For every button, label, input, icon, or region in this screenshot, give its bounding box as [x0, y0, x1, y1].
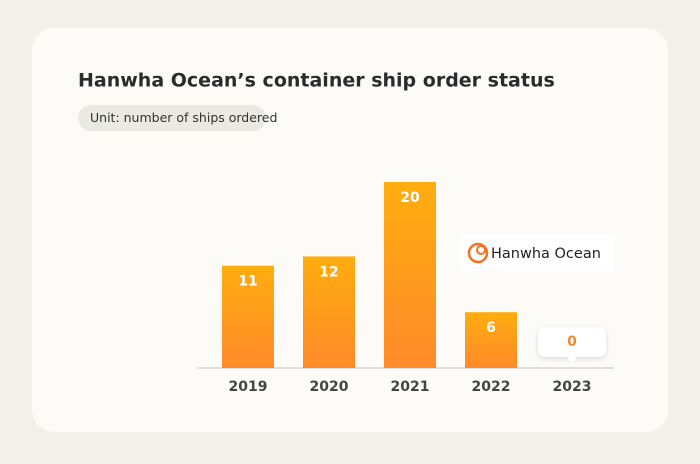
x-tick-label: 2022: [472, 379, 511, 395]
value-label: 0: [567, 334, 577, 350]
chart-title: Hanwha Ocean’s container ship order stat…: [78, 70, 555, 92]
bar: [465, 312, 517, 368]
logo-icon: [467, 242, 489, 264]
value-label: 6: [486, 320, 496, 336]
bar: [222, 265, 274, 368]
logo: Hanwha Ocean: [460, 235, 614, 271]
x-tick-label: 2023: [553, 379, 592, 395]
x-tick-label: 2019: [229, 379, 268, 395]
bar: [303, 256, 355, 368]
value-label: 12: [319, 264, 338, 280]
logo-icon-inner: [476, 245, 486, 255]
value-bubble-tail: [566, 356, 578, 363]
subtitle-pill: [78, 105, 266, 131]
subtitle: Unit: number of ships ordered: [90, 110, 277, 125]
value-label: 11: [238, 274, 257, 290]
value-bubble: [538, 327, 606, 357]
x-tick-label: 2021: [391, 379, 430, 395]
value-label: 20: [400, 190, 420, 206]
x-tick-label: 2020: [310, 379, 349, 395]
logo-box: [460, 235, 614, 271]
bar: [384, 182, 436, 368]
logo-text: Hanwha Ocean: [491, 246, 601, 262]
